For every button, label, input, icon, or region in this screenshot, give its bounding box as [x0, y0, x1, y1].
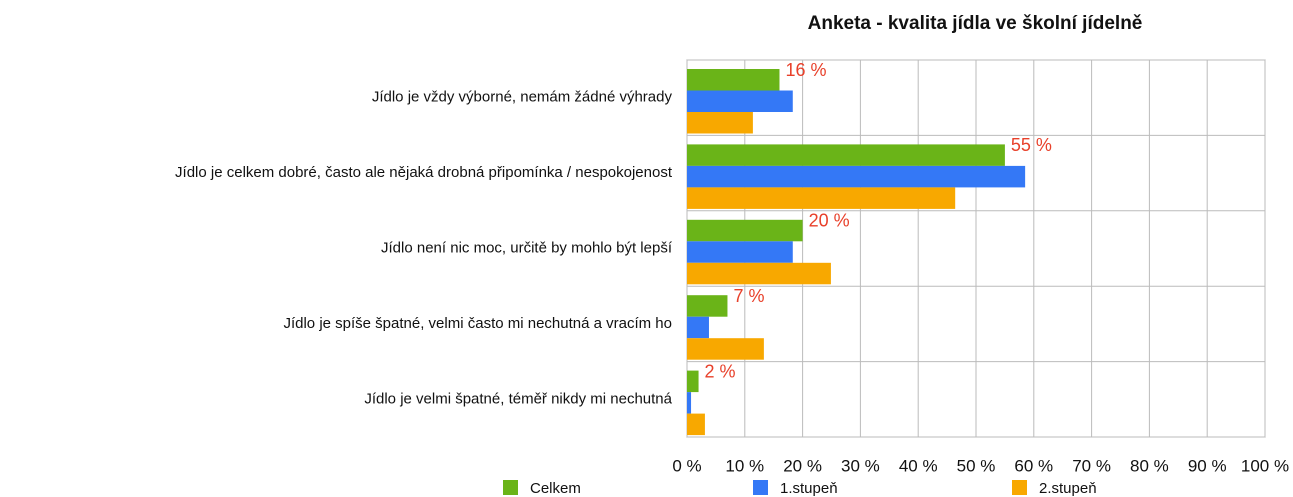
bar — [687, 241, 793, 263]
legend-swatch — [503, 480, 518, 495]
x-tick-label: 50 % — [957, 456, 996, 475]
bar — [687, 144, 1005, 166]
bar — [687, 219, 803, 242]
bar — [687, 370, 699, 393]
bar — [687, 69, 780, 91]
data-label: 7 % — [733, 286, 764, 306]
x-tick-label: 30 % — [841, 456, 880, 475]
data-label: 55 % — [1011, 135, 1052, 155]
x-tick-label: 100 % — [1241, 456, 1289, 475]
x-tick-label: 40 % — [899, 456, 938, 475]
x-tick-label: 80 % — [1130, 456, 1169, 475]
bar — [687, 392, 692, 414]
category-label: Jídlo je spíše špatné, velmi často mi ne… — [283, 315, 672, 332]
category-label: Jídlo je velmi špatné, téměř nikdy mi ne… — [364, 390, 672, 407]
bar — [687, 262, 831, 285]
bar — [687, 295, 728, 317]
data-label: 20 % — [809, 211, 850, 231]
legend-swatch — [1012, 480, 1027, 495]
bar — [687, 338, 764, 360]
category-label: Jídlo není nic moc, určitě by mohlo být … — [381, 239, 673, 256]
x-tick-label: 70 % — [1072, 456, 1111, 475]
bar — [687, 90, 793, 112]
bar — [687, 187, 956, 209]
x-tick-label: 20 % — [783, 456, 822, 475]
legend-label: 1.stupeň — [780, 480, 838, 497]
bar — [687, 316, 709, 339]
bar — [687, 112, 753, 134]
x-tick-label: 0 % — [672, 456, 701, 475]
x-tick-label: 10 % — [725, 456, 764, 475]
bar — [687, 165, 1026, 188]
legend-label: 2.stupeň — [1039, 480, 1097, 497]
bar — [687, 413, 705, 436]
x-tick-label: 90 % — [1188, 456, 1227, 475]
data-label: 2 % — [705, 361, 736, 381]
x-tick-label: 60 % — [1014, 456, 1053, 475]
category-label: Jídlo je vždy výborné, nemám žádné výhra… — [372, 89, 673, 106]
chart-title: Anketa - kvalita jídla ve školní jídelně — [808, 13, 1143, 34]
category-label: Jídlo je celkem dobré, často ale nějaká … — [175, 164, 673, 181]
legend-swatch — [753, 480, 768, 495]
legend-label: Celkem — [530, 480, 581, 497]
data-label: 16 % — [785, 60, 826, 80]
